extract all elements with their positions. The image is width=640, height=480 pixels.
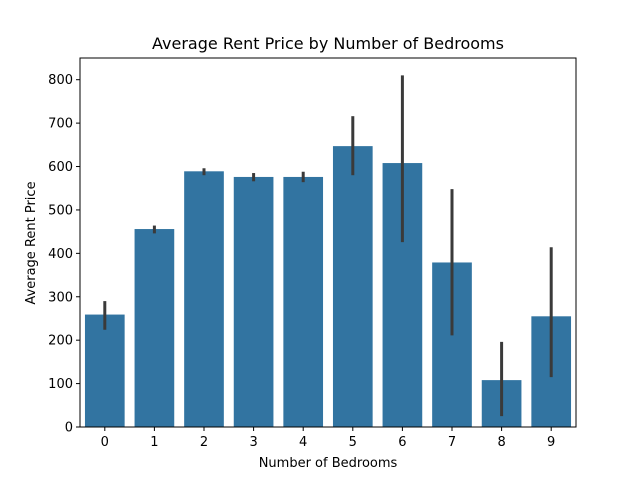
chart-title: Average Rent Price by Number of Bedrooms [152, 34, 504, 53]
y-tick-label-0: 0 [65, 421, 73, 436]
x-tick-label-7: 7 [448, 435, 456, 450]
x-tick-label-4: 4 [299, 435, 307, 450]
y-tick-label-100: 100 [48, 377, 73, 392]
x-tick-label-3: 3 [249, 435, 257, 450]
x-axis-title: Number of Bedrooms [259, 456, 398, 471]
x-tick-label-1: 1 [150, 435, 158, 450]
y-tick-label-800: 800 [48, 73, 73, 88]
x-tick-label-9: 9 [547, 435, 555, 450]
bar-2 [184, 171, 224, 427]
y-tick-label-300: 300 [48, 290, 73, 305]
x-axis: 0 1 2 3 4 5 6 7 8 9 [101, 427, 555, 450]
plot-area [84, 75, 572, 428]
bar-0 [84, 314, 125, 427]
y-axis: 0 100 200 300 400 500 600 700 800 [48, 73, 80, 436]
x-tick-label-2: 2 [200, 435, 208, 450]
y-tick-label-700: 700 [48, 117, 73, 132]
x-tick-label-8: 8 [497, 435, 505, 450]
y-tick-label-400: 400 [48, 247, 73, 262]
y-axis-title: Average Rent Price [24, 181, 39, 304]
bar-4 [283, 176, 324, 427]
x-tick-label-0: 0 [101, 435, 109, 450]
y-tick-label-500: 500 [48, 203, 73, 218]
x-tick-label-6: 6 [398, 435, 406, 450]
y-tick-label-600: 600 [48, 160, 73, 175]
bar-3 [233, 176, 274, 427]
bar-1 [134, 229, 175, 427]
plot-frame [79, 57, 577, 428]
x-tick-label-5: 5 [349, 435, 357, 450]
bar-5 [332, 146, 373, 427]
y-tick-label-200: 200 [48, 334, 73, 349]
